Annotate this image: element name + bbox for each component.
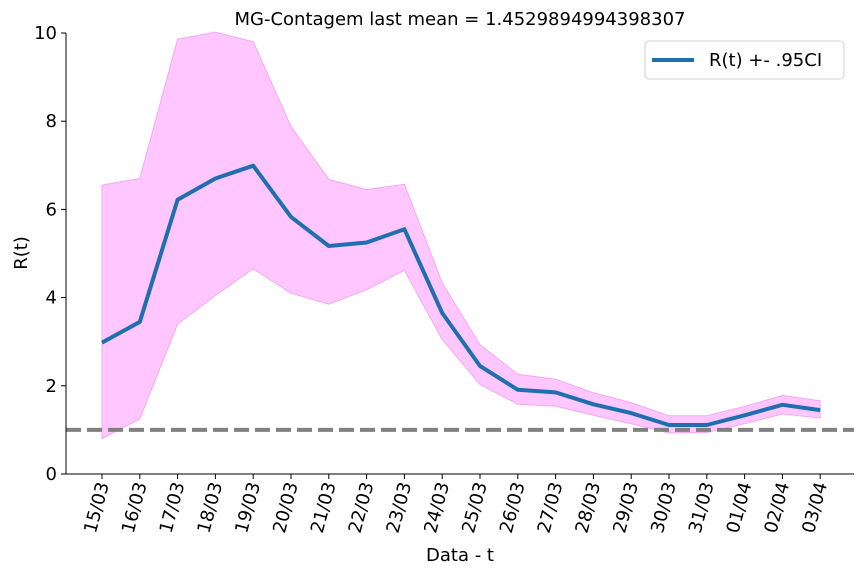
data-point <box>705 423 709 427</box>
confidence-band <box>101 31 821 440</box>
data-point <box>440 311 444 315</box>
y-tick-label: 8 <box>46 111 57 132</box>
x-tick-label: 20/03 <box>269 480 303 536</box>
y-tick-label: 10 <box>34 23 57 44</box>
data-point <box>478 364 482 368</box>
x-tick-label: 18/03 <box>194 480 228 536</box>
data-point <box>176 198 180 202</box>
plot-area: 0 2 4 6 8 10 15/03 16/03 17/03 18/03 19/03 20/03 21/… <box>34 23 854 535</box>
y-tick-label: 0 <box>46 464 57 485</box>
y-tick-label: 2 <box>46 376 57 397</box>
data-point <box>365 240 369 244</box>
data-point <box>251 164 255 168</box>
x-tick-label: 16/03 <box>118 480 152 536</box>
legend-label: R(t) +- .95CI <box>709 50 822 71</box>
x-tick-label: 25/03 <box>458 480 492 536</box>
x-tick-label: 03/04 <box>798 480 832 536</box>
chart-title: MG-Contagem last mean = 1.45298949943983… <box>235 9 686 30</box>
data-point <box>516 388 520 392</box>
legend-box <box>644 40 845 80</box>
data-point <box>289 215 293 219</box>
x-tick-label: 21/03 <box>307 480 341 536</box>
data-point <box>554 390 558 394</box>
y-tick-label: 4 <box>46 288 57 309</box>
x-tick-label: 31/03 <box>685 480 719 536</box>
y-tick-label: 6 <box>46 199 57 220</box>
x-axis-label: Data - t <box>426 545 494 566</box>
x-tick-label: 28/03 <box>572 480 606 536</box>
legend: R(t) +- .95CI <box>644 40 845 80</box>
data-point <box>591 402 595 406</box>
data-point <box>100 341 104 345</box>
x-tick-label: 19/03 <box>231 480 265 536</box>
x-tick-label: 26/03 <box>496 480 530 536</box>
x-tick-label: 17/03 <box>156 480 190 536</box>
data-point <box>743 413 747 417</box>
series-line <box>101 163 821 427</box>
x-tick-label: 29/03 <box>609 480 643 536</box>
data-point <box>138 320 142 324</box>
x-tick-label: 27/03 <box>534 480 568 536</box>
data-point <box>780 403 784 407</box>
data-point <box>327 244 331 248</box>
y-axis-label: R(t) <box>11 236 32 270</box>
x-tick-label: 02/04 <box>761 480 795 536</box>
data-point <box>629 411 633 415</box>
x-tick-label: 23/03 <box>383 480 417 536</box>
x-tick-label: 22/03 <box>345 480 379 536</box>
x-tick-label: 15/03 <box>80 480 114 536</box>
data-point <box>213 177 217 181</box>
x-tick-label: 24/03 <box>420 480 454 536</box>
data-point <box>818 408 822 412</box>
data-point <box>667 423 671 427</box>
x-tick-label: 01/04 <box>723 480 757 536</box>
data-point <box>402 227 406 231</box>
x-tick-label: 30/03 <box>647 480 681 536</box>
